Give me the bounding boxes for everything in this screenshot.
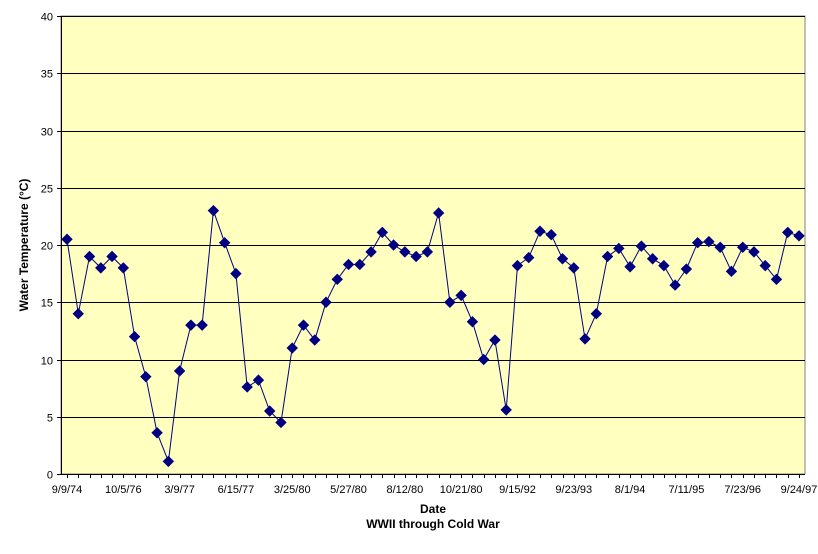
axes (57, 16, 805, 478)
x-axis-title: Date (420, 502, 446, 516)
x-tick-label: 8/1/94 (615, 484, 646, 496)
y-tick-label: 20 (41, 241, 53, 253)
data-point-marker (95, 262, 107, 274)
data-point-marker (759, 259, 771, 272)
x-tick-label: 5/27/80 (330, 484, 367, 496)
data-point-marker (635, 240, 648, 252)
data-point-marker (162, 455, 175, 468)
data-point-marker (748, 246, 760, 258)
y-tick-label: 30 (41, 127, 53, 139)
x-tick-label: 9/23/93 (555, 484, 592, 496)
data-point-marker (241, 381, 253, 393)
data-point-marker (275, 416, 287, 429)
data-point-marker (72, 307, 84, 320)
y-axis-title: Water Temperature (°C) (17, 179, 31, 312)
data-point-marker (230, 267, 242, 280)
data-point-marker (680, 263, 693, 275)
data-point-marker (207, 204, 220, 217)
data-point-marker (489, 334, 501, 346)
x-tick-label: 3/25/80 (274, 484, 311, 496)
x-tick-label: 9/9/74 (52, 484, 83, 496)
x-tick-label: 9/15/92 (499, 484, 536, 496)
x-tick-label: 10/5/76 (105, 484, 142, 496)
y-tick-label: 25 (41, 184, 53, 196)
x-tick-label: 3/9/77 (164, 484, 195, 496)
x-tick-label: 10/21/80 (440, 484, 483, 496)
data-point-marker (151, 427, 163, 439)
data-point-marker (387, 239, 400, 251)
data-point-marker (309, 334, 321, 346)
data-point-marker (173, 365, 186, 377)
data-point-marker (500, 404, 512, 416)
data-point-marker (286, 342, 298, 354)
data-point-marker (466, 316, 479, 328)
data-point-marker (252, 374, 265, 386)
y-tick-label: 0 (47, 470, 53, 482)
data-point-marker (714, 241, 726, 253)
data-point-marker (646, 253, 659, 265)
data-point-marker (782, 226, 794, 239)
tick-labels: 0 5 10 15 20 25 30 35 40 9/9/74 10/5/76 3/9/77 6/15/… (41, 12, 818, 497)
data-point-marker (658, 259, 670, 272)
data-point-marker (601, 250, 614, 263)
y-tick-label: 15 (41, 298, 53, 310)
data-point-marker (703, 235, 715, 248)
data-markers (61, 204, 805, 468)
grid-lines (61, 16, 805, 418)
data-point-marker (185, 319, 197, 331)
data-point-marker (354, 258, 366, 271)
data-point-marker (331, 273, 343, 286)
data-point-marker (556, 253, 569, 265)
data-point-marker (624, 261, 636, 273)
data-point-marker (264, 405, 276, 417)
data-point-marker (725, 265, 738, 278)
data-point-marker (83, 250, 96, 263)
data-point-marker (669, 279, 681, 291)
data-point-marker (793, 230, 805, 242)
data-point-marker (342, 258, 355, 271)
x-tick-label: 7/23/96 (724, 484, 761, 496)
data-point-marker (399, 246, 411, 258)
data-point-marker (590, 307, 602, 320)
data-point-marker (523, 251, 535, 264)
x-tick-label: 7/11/95 (668, 484, 704, 496)
data-point-marker (421, 246, 434, 258)
data-point-marker (477, 353, 490, 366)
data-point-marker (106, 250, 118, 263)
x-tick-label: 9/24/97 (781, 484, 818, 496)
data-point-marker (455, 289, 467, 302)
y-tick-label: 35 (41, 69, 53, 81)
data-point-marker (128, 330, 141, 343)
data-point-marker (568, 262, 580, 274)
data-point-marker (320, 296, 332, 308)
data-point-marker (365, 246, 377, 258)
data-point-marker (376, 226, 389, 239)
data-point-marker (511, 259, 524, 272)
y-tick-label: 10 (41, 356, 53, 368)
x-axis-subtitle: WWII through Cold War (366, 517, 500, 531)
data-point-marker (579, 333, 591, 345)
data-point-marker (432, 207, 445, 219)
data-point-marker (61, 233, 73, 245)
x-tick-label: 6/15/77 (218, 484, 255, 496)
data-point-marker (140, 370, 152, 383)
data-point-marker (196, 319, 208, 331)
data-point-marker (545, 228, 557, 241)
data-point-marker (770, 273, 783, 286)
y-tick-label: 40 (41, 12, 53, 24)
data-point-marker (736, 241, 749, 253)
data-point-marker (297, 319, 310, 331)
data-point-marker (117, 262, 130, 274)
data-point-marker (534, 225, 546, 237)
data-point-marker (613, 242, 625, 255)
y-tick-label: 5 (47, 413, 53, 425)
x-tick-label: 8/12/80 (386, 484, 423, 496)
data-point-marker (691, 237, 704, 249)
data-point-marker (410, 250, 422, 263)
data-point-marker (444, 296, 456, 308)
data-point-marker (218, 237, 231, 249)
